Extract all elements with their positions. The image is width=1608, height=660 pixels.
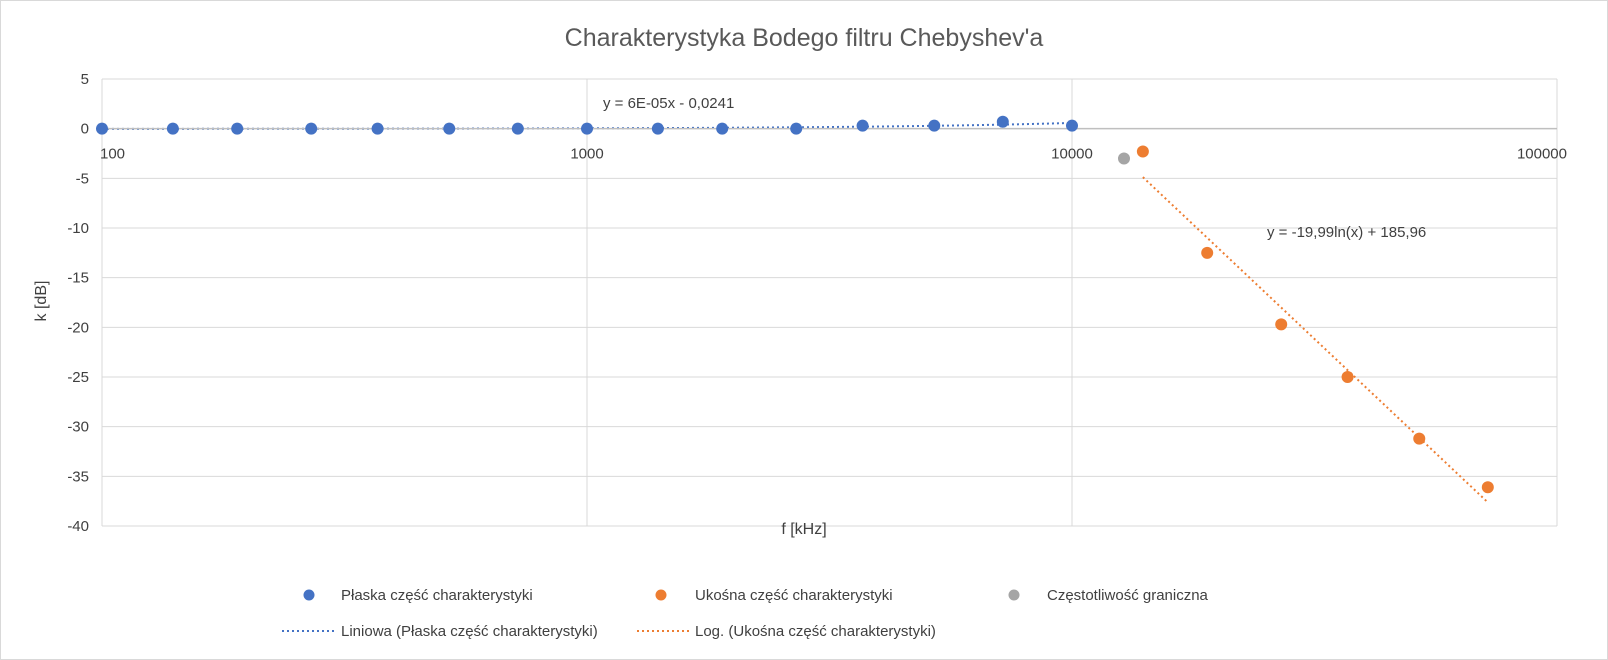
flat-series-point (443, 122, 456, 135)
flat-series-point (856, 119, 869, 132)
flat-series-point (790, 122, 803, 135)
flat-series-point (371, 122, 384, 135)
cutoff-point (1117, 152, 1130, 165)
legend-label-cutoff: Częstotliwość graniczna (1047, 587, 1209, 604)
y-tick-label: -15 (67, 270, 89, 287)
y-tick-label: 5 (81, 71, 89, 88)
trendlines (101, 121, 1489, 504)
flat-series-point (96, 122, 108, 135)
flat-series-point (581, 122, 593, 135)
data-points (96, 115, 1494, 494)
legend-item-linear-trend[interactable]: Liniowa (Płaska część charakterystyki) (282, 623, 598, 640)
y-tick-label: -35 (67, 468, 89, 485)
legend-marker-flat (303, 589, 315, 601)
legend-label-log-trend: Log. (Ukośna część charakterystyki) (695, 623, 936, 640)
x-axis: 100 1000 10000 100000 (100, 127, 1567, 163)
y-axis: 5 0 -5 -10 -15 -20 -25 -30 -35 -40 (67, 71, 89, 535)
trendline-equation-linear: y = 6E-05x - 0,0241 (603, 95, 734, 112)
log-trendline (1142, 176, 1489, 504)
legend: Płaska część charakterystyki Ukośna częś… (282, 587, 1209, 640)
legend-marker-cutoff (1008, 589, 1020, 601)
flat-series-point (651, 122, 664, 135)
y-tick-label: -10 (67, 220, 89, 237)
y-tick-label: -5 (76, 170, 89, 187)
x-tick-label: 100000 (1517, 146, 1567, 163)
slope-series-point (1341, 371, 1354, 383)
slope-series-point (1201, 246, 1214, 259)
legend-item-log-trend[interactable]: Log. (Ukośna część charakterystyki) (637, 623, 936, 640)
legend-label-slope: Ukośna część charakterystyki (695, 587, 893, 604)
legend-item-flat[interactable]: Płaska część charakterystyki (303, 587, 533, 604)
x-tick-label: 100 (100, 146, 125, 163)
flat-series-point (716, 122, 729, 135)
y-tick-label: -20 (67, 319, 89, 336)
flat-series-point (305, 122, 318, 135)
legend-item-cutoff[interactable]: Częstotliwość graniczna (1008, 587, 1209, 604)
x-tick-label: 10000 (1051, 146, 1093, 163)
y-tick-label: -40 (67, 518, 89, 535)
chart-title: Charakterystyka Bodego filtru Chebyshev'… (565, 24, 1044, 52)
y-axis-label: k [dB] (33, 281, 50, 322)
x-tick-label: 1000 (570, 146, 603, 163)
flat-series-point (928, 119, 941, 132)
flat-series-point (996, 115, 1009, 128)
slope-series-point (1136, 145, 1149, 158)
y-tick-label: -30 (67, 419, 89, 436)
grid (101, 78, 1558, 527)
flat-series-point (511, 122, 524, 135)
y-tick-label: 0 (81, 121, 89, 138)
flat-series-point (166, 122, 179, 135)
legend-item-slope[interactable]: Ukośna część charakterystyki (655, 587, 893, 604)
slope-series-point (1413, 432, 1426, 445)
slope-series-point (1481, 481, 1494, 494)
trendline-equation-log: y = -19,99ln(x) + 185,96 (1267, 224, 1426, 241)
x-axis-label: f [kHz] (781, 521, 826, 538)
flat-series-point (231, 122, 244, 135)
y-tick-label: -25 (67, 369, 89, 386)
legend-label-linear-trend: Liniowa (Płaska część charakterystyki) (341, 623, 598, 640)
legend-marker-slope (655, 589, 667, 601)
flat-series-point (1066, 119, 1078, 132)
slope-series-point (1275, 318, 1288, 331)
legend-label-flat: Płaska część charakterystyki (341, 587, 533, 604)
